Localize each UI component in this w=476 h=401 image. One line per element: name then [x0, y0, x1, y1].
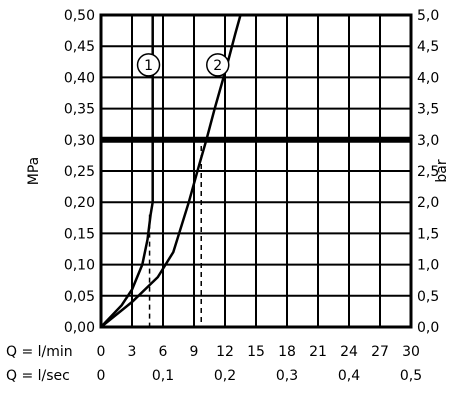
y-tick-label-mpa: 0,40 — [64, 70, 95, 86]
y-tick-label-bar: 1,0 — [417, 258, 439, 274]
x-tick-label-lpm: 18 — [278, 344, 296, 360]
x-tick-label-lpm: 24 — [340, 344, 358, 360]
y-tick-label-bar: 0,5 — [417, 289, 439, 305]
curve-1 — [100, 15, 154, 328]
x-tick-label-lps: 0,1 — [152, 368, 174, 384]
curve-label-circle-1 — [136, 53, 161, 77]
y-tick-label-mpa: 0,20 — [64, 195, 95, 211]
x-tick-label-lpm: 21 — [309, 344, 327, 360]
y-tick-label-bar: 4,0 — [417, 70, 439, 86]
y-tick-label-bar: 4,5 — [417, 39, 439, 55]
y-tick-label-bar: 2,5 — [417, 164, 439, 180]
y-tick-label-mpa: 0,45 — [64, 39, 95, 55]
y-tick-label-mpa: 0,00 — [64, 320, 95, 336]
curve-label-circle-2 — [206, 53, 230, 77]
curve-label-1: 1 — [144, 58, 153, 74]
y-tick-label-bar: 2,0 — [417, 195, 439, 211]
x-axis-title-lps: Q = l/sec — [6, 368, 70, 384]
x-tick-label-lps: 0,5 — [400, 368, 422, 384]
y-tick-label-bar: 1,5 — [417, 226, 439, 242]
x-tick-label-lps: 0,2 — [214, 368, 236, 384]
x-tick-label-lpm: 27 — [371, 344, 389, 360]
x-tick-label-lpm: 15 — [247, 344, 265, 360]
y-tick-label-mpa: 0,50 — [64, 8, 95, 24]
y-tick-label-mpa: 0,15 — [64, 226, 95, 242]
y-tick-label-mpa: 0,30 — [64, 133, 95, 149]
plot-frame — [99, 13, 413, 329]
y-tick-label-bar: 3,0 — [417, 133, 439, 149]
y-tick-label-mpa: 0,05 — [64, 289, 95, 305]
y-axis-title-left: MPa — [26, 157, 42, 185]
x-tick-label-lps: 0,3 — [276, 368, 298, 384]
x-axis-title-lpm: Q = l/min — [6, 344, 73, 360]
x-tick-label-lps: 0,4 — [338, 368, 360, 384]
y-tick-label-bar: 5,0 — [417, 8, 439, 24]
x-tick-label-lpm: 0 — [97, 344, 106, 360]
y-tick-label-mpa: 0,25 — [64, 164, 95, 180]
y-axis-title-right: bar — [434, 159, 450, 182]
y-tick-label-bar: 0,0 — [417, 320, 439, 336]
y-tick-label-mpa: 0,10 — [64, 258, 95, 274]
x-tick-label-lpm: 30 — [402, 344, 420, 360]
x-tick-label-lpm: 3 — [128, 344, 137, 360]
curve-label-2: 2 — [213, 58, 222, 74]
y-tick-label-mpa: 0,35 — [64, 102, 95, 118]
x-tick-label-lpm: 6 — [159, 344, 168, 360]
x-tick-label-lpm: 12 — [216, 344, 234, 360]
x-tick-label-lps: 0 — [97, 368, 106, 384]
x-tick-label-lpm: 9 — [190, 344, 199, 360]
y-tick-label-bar: 3,5 — [417, 102, 439, 118]
curve-2 — [100, 14, 242, 328]
